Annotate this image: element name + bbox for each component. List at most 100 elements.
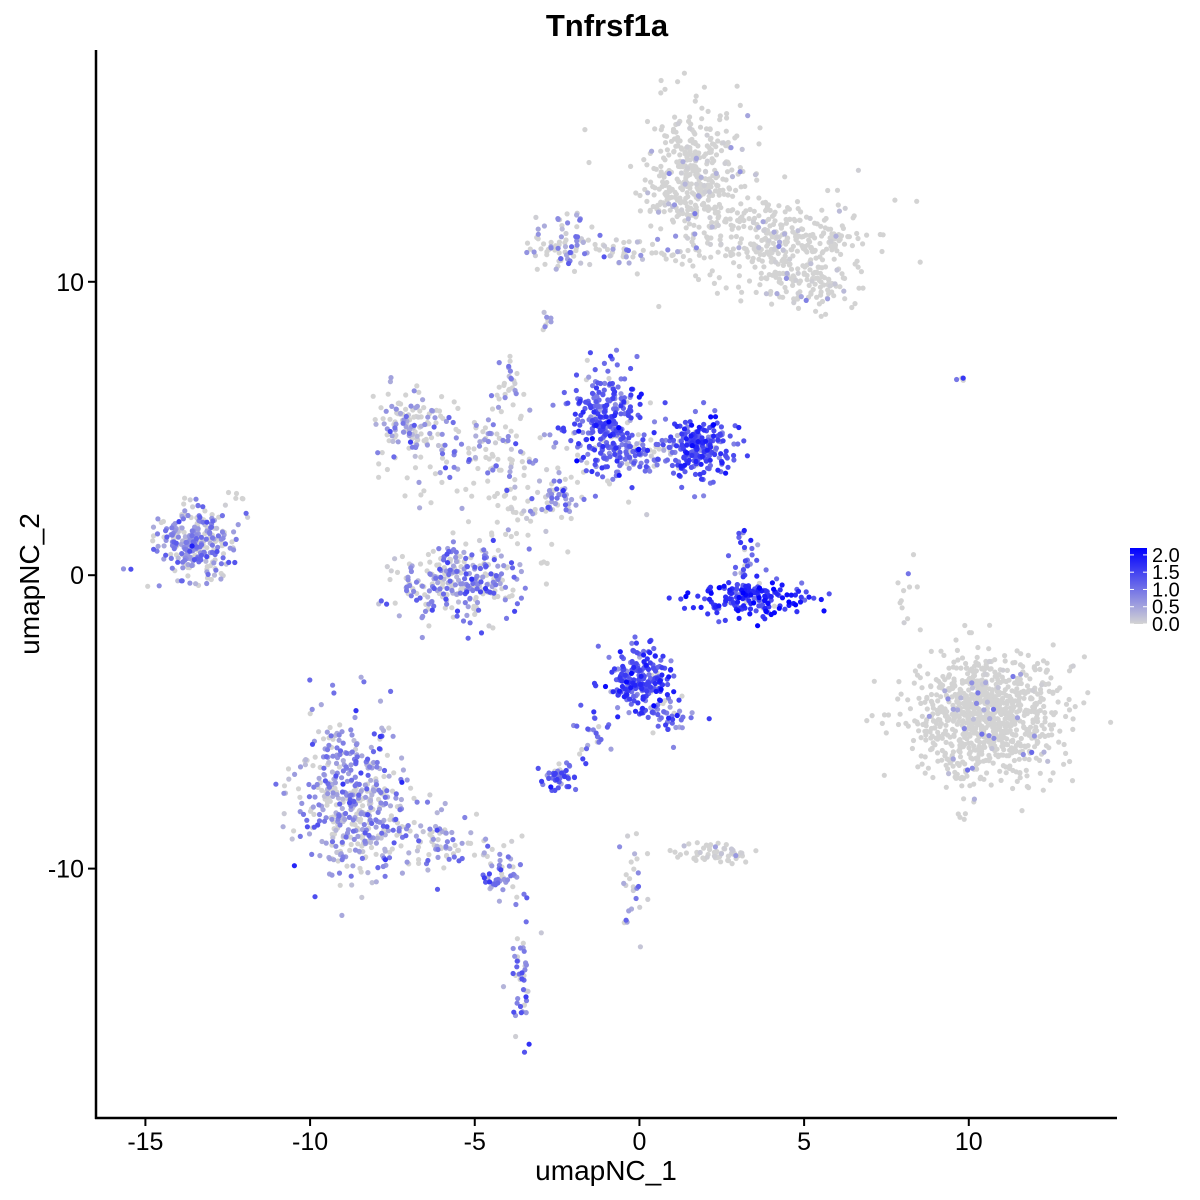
cell-point xyxy=(329,872,335,878)
cell-point xyxy=(753,848,759,854)
cell-point xyxy=(679,187,686,193)
cell-point xyxy=(768,597,774,603)
cell-point xyxy=(1021,695,1027,701)
cell-point xyxy=(353,742,359,748)
cell-point xyxy=(514,894,520,900)
cell-point xyxy=(761,264,767,270)
cell-point xyxy=(656,173,663,179)
cell-point xyxy=(373,824,379,830)
cell-point xyxy=(822,264,829,270)
cell-point xyxy=(722,160,728,166)
cell-point xyxy=(741,245,748,251)
cell-point xyxy=(966,745,972,751)
cell-point xyxy=(816,301,823,307)
cell-point xyxy=(584,357,590,363)
cell-point xyxy=(460,618,467,624)
cell-point xyxy=(559,514,565,521)
cell-point xyxy=(633,190,639,196)
cell-point xyxy=(431,424,437,430)
cell-point xyxy=(299,800,305,807)
cell-point xyxy=(695,187,701,193)
cell-point xyxy=(795,270,801,276)
cell-point xyxy=(350,817,356,823)
cell-point xyxy=(553,440,559,446)
cell-point xyxy=(156,583,162,589)
cell-point xyxy=(774,291,780,297)
cell-point xyxy=(762,199,769,205)
cell-point xyxy=(513,1033,519,1040)
cell-point xyxy=(604,402,610,408)
cell-point xyxy=(790,282,796,288)
cell-point xyxy=(979,714,986,721)
cell-point xyxy=(647,208,653,214)
cell-point xyxy=(697,471,703,477)
cell-point xyxy=(641,648,647,654)
cell-point xyxy=(375,865,381,871)
cell-point xyxy=(336,737,342,743)
cell-point xyxy=(444,459,450,465)
cell-point xyxy=(747,206,753,213)
cell-point xyxy=(316,729,322,735)
cell-point xyxy=(738,539,744,546)
cell-point xyxy=(182,534,188,540)
cell-point xyxy=(933,735,939,741)
cell-point xyxy=(731,452,737,459)
cell-point xyxy=(384,466,390,473)
cell-point xyxy=(663,256,669,262)
cell-point xyxy=(632,453,638,459)
cell-point xyxy=(821,608,827,614)
cell-point xyxy=(616,472,622,478)
cell-point xyxy=(1022,731,1028,737)
cell-point xyxy=(732,135,738,141)
cell-point xyxy=(503,615,510,622)
cell-point xyxy=(1041,703,1047,710)
cell-point xyxy=(518,413,524,419)
cell-point xyxy=(782,174,788,180)
cell-point xyxy=(486,495,492,501)
cell-point xyxy=(650,184,656,190)
cell-point xyxy=(634,239,641,245)
x-tick-label: 5 xyxy=(797,1128,811,1156)
cell-point xyxy=(992,694,998,700)
cell-point xyxy=(737,102,743,108)
cell-point xyxy=(592,367,598,373)
cell-point xyxy=(998,728,1004,734)
cell-point xyxy=(718,241,724,247)
cell-point xyxy=(1040,658,1047,664)
cell-point xyxy=(768,611,774,618)
cell-point xyxy=(501,382,507,388)
cell-point xyxy=(782,209,788,215)
cell-point xyxy=(392,556,398,562)
cell-point xyxy=(548,315,554,321)
cell-point xyxy=(806,282,812,288)
cell-point xyxy=(963,693,970,699)
cell-point xyxy=(721,845,727,852)
cell-point xyxy=(418,431,424,437)
cell-point xyxy=(1013,727,1020,733)
cell-point xyxy=(825,226,831,232)
cell-point xyxy=(483,563,489,569)
cell-point xyxy=(675,854,681,860)
cell-point xyxy=(793,602,799,608)
cell-point xyxy=(526,546,532,552)
cell-point xyxy=(627,876,633,882)
cell-point xyxy=(687,125,693,131)
cell-point xyxy=(701,230,707,236)
cell-point xyxy=(536,478,543,484)
cell-point xyxy=(327,856,333,862)
cell-point xyxy=(769,580,776,586)
cell-point xyxy=(571,253,577,259)
cell-point xyxy=(885,712,892,718)
cell-point xyxy=(679,693,685,699)
cell-point xyxy=(701,84,708,90)
cell-point xyxy=(671,689,677,695)
cell-point xyxy=(753,608,759,614)
cell-point xyxy=(669,462,676,469)
cell-point xyxy=(538,560,544,566)
cell-point xyxy=(292,771,298,778)
cell-point xyxy=(1018,702,1024,708)
cell-point xyxy=(474,581,480,587)
cell-point xyxy=(606,481,613,487)
cell-point xyxy=(955,761,962,767)
cell-point xyxy=(757,125,763,131)
